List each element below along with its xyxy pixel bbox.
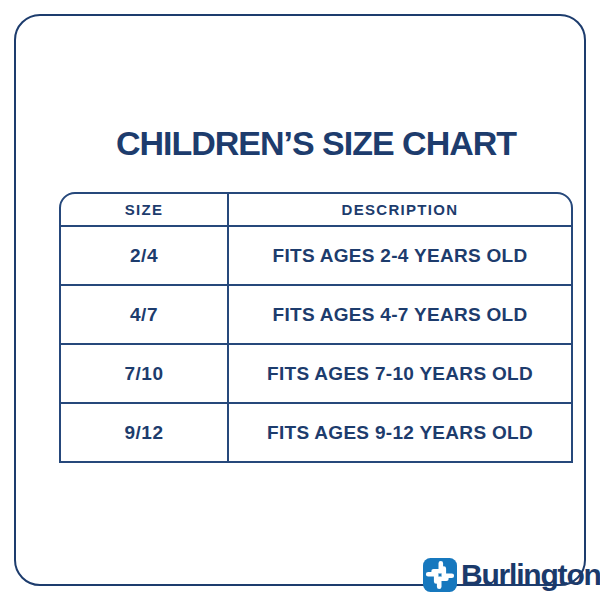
size-cell: 4/7 — [61, 286, 229, 343]
burlington-clover-icon — [423, 558, 457, 592]
column-header-description: DESCRIPTION — [229, 194, 571, 225]
table-row: 2/4 FITS AGES 2-4 YEARS OLD — [61, 225, 571, 284]
description-cell: FITS AGES 4-7 YEARS OLD — [229, 286, 571, 343]
size-chart-page: CHILDREN’S SIZE CHART SIZE DESCRIPTION 2… — [0, 0, 600, 600]
brand-name: Burlington — [461, 558, 600, 592]
size-chart-table: SIZE DESCRIPTION 2/4 FITS AGES 2-4 YEARS… — [59, 192, 573, 463]
size-cell: 9/12 — [61, 404, 229, 461]
description-cell: FITS AGES 2-4 YEARS OLD — [229, 227, 571, 284]
page-title: CHILDREN’S SIZE CHART — [16, 123, 600, 163]
column-header-size: SIZE — [61, 194, 229, 225]
burlington-logo: Burlington — [423, 558, 600, 592]
description-cell: FITS AGES 9-12 YEARS OLD — [229, 404, 571, 461]
description-cell: FITS AGES 7-10 YEARS OLD — [229, 345, 571, 402]
table-header-row: SIZE DESCRIPTION — [61, 194, 571, 225]
table-row: 4/7 FITS AGES 4-7 YEARS OLD — [61, 284, 571, 343]
size-cell: 7/10 — [61, 345, 229, 402]
page-border: CHILDREN’S SIZE CHART SIZE DESCRIPTION 2… — [14, 14, 586, 586]
table-row: 9/12 FITS AGES 9-12 YEARS OLD — [61, 402, 571, 461]
size-cell: 2/4 — [61, 227, 229, 284]
table-row: 7/10 FITS AGES 7-10 YEARS OLD — [61, 343, 571, 402]
